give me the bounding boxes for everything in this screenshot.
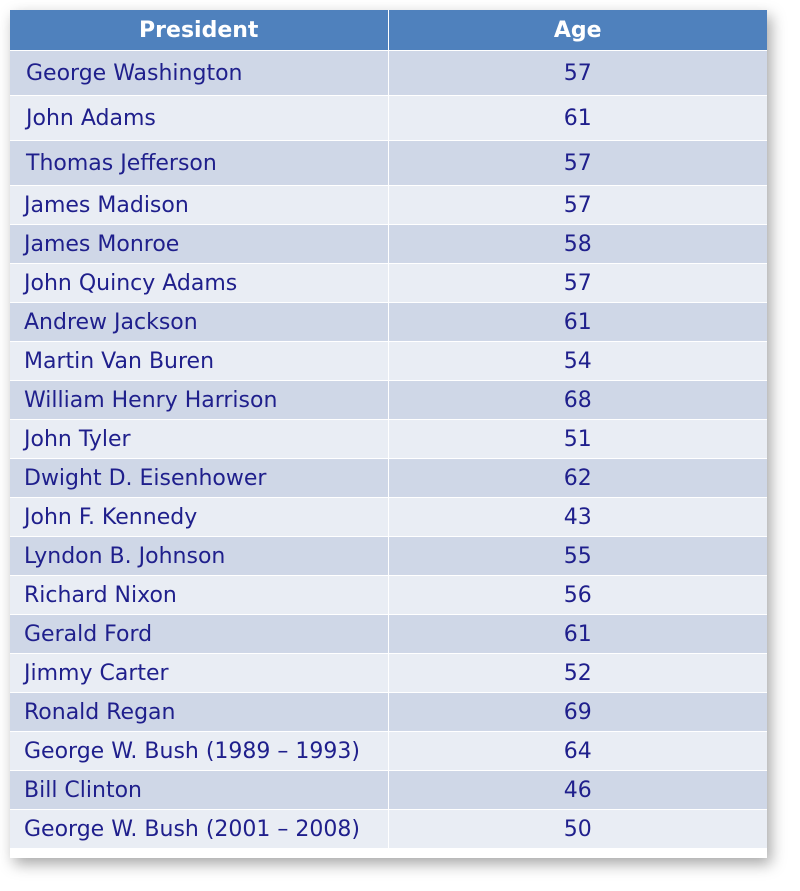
table-row: Andrew Jackson 61 bbox=[10, 302, 767, 342]
cell-president: Jimmy Carter bbox=[10, 653, 389, 693]
presidents-table-card: President Age George Washington 57 John Ad… bbox=[10, 10, 767, 858]
cell-age: 57 bbox=[388, 140, 767, 186]
cell-president: Richard Nixon bbox=[10, 575, 389, 615]
cell-age: 43 bbox=[388, 497, 767, 537]
cell-president: James Madison bbox=[10, 185, 389, 225]
table-row: Dwight D. Eisenhower 62 bbox=[10, 458, 767, 498]
column-header-age: Age bbox=[388, 10, 767, 51]
cell-president: Thomas Jefferson bbox=[10, 140, 389, 186]
table-row: James Monroe 58 bbox=[10, 224, 767, 264]
table-row: John Quincy Adams 57 bbox=[10, 263, 767, 303]
cell-age: 57 bbox=[388, 263, 767, 303]
cell-age: 54 bbox=[388, 341, 767, 381]
presidents-age-table: President Age George Washington 57 John Ad… bbox=[10, 10, 767, 848]
cell-age: 58 bbox=[388, 224, 767, 264]
cell-president: John F. Kennedy bbox=[10, 497, 389, 537]
cell-age: 52 bbox=[388, 653, 767, 693]
cell-age: 46 bbox=[388, 770, 767, 810]
table-row: Thomas Jefferson 57 bbox=[10, 140, 767, 186]
table-row: Richard Nixon 56 bbox=[10, 575, 767, 615]
table-body: George Washington 57 John Adams 61 Thomas Je… bbox=[10, 50, 767, 848]
cell-president: William Henry Harrison bbox=[10, 380, 389, 420]
table-row: James Madison 57 bbox=[10, 185, 767, 225]
header-row: President Age bbox=[10, 10, 767, 51]
cell-president: Bill Clinton bbox=[10, 770, 389, 810]
table-row: Bill Clinton 46 bbox=[10, 770, 767, 810]
cell-president: George Washington bbox=[10, 50, 389, 96]
cell-president: John Tyler bbox=[10, 419, 389, 459]
cell-age: 56 bbox=[388, 575, 767, 615]
cell-president: Lyndon B. Johnson bbox=[10, 536, 389, 576]
cell-age: 68 bbox=[388, 380, 767, 420]
cell-age: 69 bbox=[388, 692, 767, 732]
table-row: Martin Van Buren 54 bbox=[10, 341, 767, 381]
cell-age: 61 bbox=[388, 614, 767, 654]
table-row: George W. Bush (1989 – 1993) 64 bbox=[10, 731, 767, 771]
cell-president: Gerald Ford bbox=[10, 614, 389, 654]
cell-age: 50 bbox=[388, 809, 767, 848]
cell-president: Andrew Jackson bbox=[10, 302, 389, 342]
cell-president: Ronald Regan bbox=[10, 692, 389, 732]
table-row: John F. Kennedy 43 bbox=[10, 497, 767, 537]
cell-age: 57 bbox=[388, 50, 767, 96]
cell-president: George W. Bush (2001 – 2008) bbox=[10, 809, 389, 848]
cell-president: Dwight D. Eisenhower bbox=[10, 458, 389, 498]
cell-president: James Monroe bbox=[10, 224, 389, 264]
cell-age: 64 bbox=[388, 731, 767, 771]
table-row: William Henry Harrison 68 bbox=[10, 380, 767, 420]
table-row: George Washington 57 bbox=[10, 50, 767, 96]
cell-president: John Quincy Adams bbox=[10, 263, 389, 303]
table-row: John Tyler 51 bbox=[10, 419, 767, 459]
table-row: Gerald Ford 61 bbox=[10, 614, 767, 654]
table-row: John Adams 61 bbox=[10, 95, 767, 141]
table-row: George W. Bush (2001 – 2008) 50 bbox=[10, 809, 767, 848]
cell-age: 61 bbox=[388, 302, 767, 342]
table-header: President Age bbox=[10, 10, 767, 51]
cell-age: 61 bbox=[388, 95, 767, 141]
cell-president: George W. Bush (1989 – 1993) bbox=[10, 731, 389, 771]
cell-age: 55 bbox=[388, 536, 767, 576]
column-header-president: President bbox=[10, 10, 389, 51]
cell-president: John Adams bbox=[10, 95, 389, 141]
table-row: Jimmy Carter 52 bbox=[10, 653, 767, 693]
cell-age: 62 bbox=[388, 458, 767, 498]
table-row: Lyndon B. Johnson 55 bbox=[10, 536, 767, 576]
cell-age: 57 bbox=[388, 185, 767, 225]
cell-age: 51 bbox=[388, 419, 767, 459]
table-row: Ronald Regan 69 bbox=[10, 692, 767, 732]
cell-president: Martin Van Buren bbox=[10, 341, 389, 381]
